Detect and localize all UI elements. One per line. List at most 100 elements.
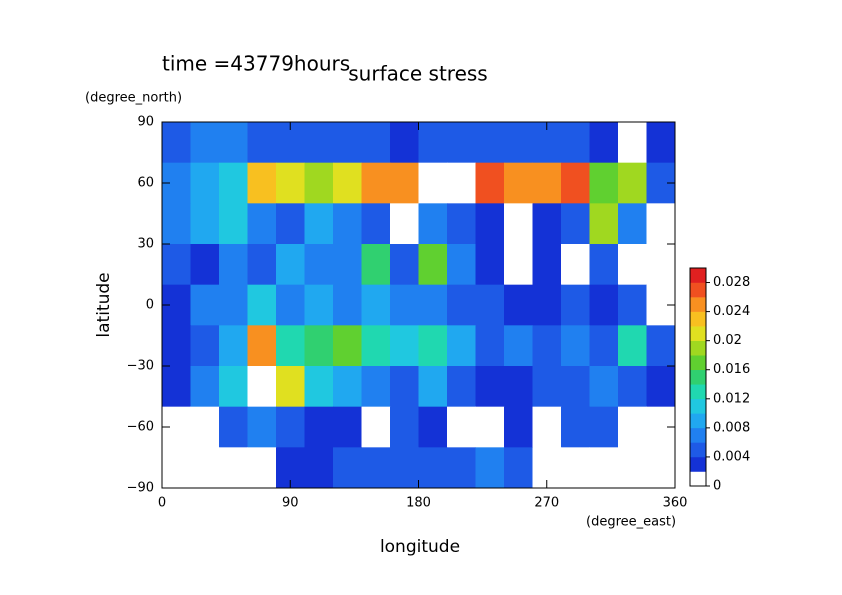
heat-cell — [504, 447, 533, 489]
heat-cell — [504, 162, 533, 204]
heat-cell — [247, 162, 277, 204]
chart-title: surface stress — [348, 62, 487, 86]
heat-cell — [418, 122, 448, 164]
heat-cell — [475, 325, 505, 367]
heat-cell — [447, 122, 476, 164]
heat-cell — [219, 447, 248, 489]
heat-cell — [418, 366, 448, 408]
heat-cell — [390, 162, 419, 204]
heat-cell — [333, 244, 362, 286]
heat-cell — [190, 122, 220, 164]
y-tick-label: −60 — [127, 420, 154, 435]
heat-cell — [247, 406, 277, 448]
heat-cell — [589, 325, 619, 367]
heat-cell — [418, 284, 448, 326]
y-axis-label: latitude — [94, 272, 114, 337]
heat-cell — [447, 284, 476, 326]
colorbar-frame — [689, 267, 707, 487]
heat-cell — [333, 162, 362, 204]
heat-cell — [589, 284, 619, 326]
colorbar-swatch — [690, 471, 706, 487]
heat-cell — [504, 122, 533, 164]
heat-cell — [361, 122, 391, 164]
heat-cell — [532, 406, 562, 448]
heat-cell — [646, 244, 676, 286]
heat-cell — [276, 284, 305, 326]
heat-cell — [646, 325, 676, 367]
y-tick-label: 0 — [146, 298, 154, 313]
y-tick-label: 60 — [137, 176, 154, 191]
heat-cell — [304, 244, 334, 286]
heat-cell — [247, 244, 277, 286]
heat-cell — [504, 325, 533, 367]
heat-cell — [190, 244, 220, 286]
heat-cell — [504, 366, 533, 408]
heat-cell — [646, 122, 676, 164]
heat-cell — [618, 244, 647, 286]
heat-cell — [618, 406, 647, 448]
heat-cell — [333, 284, 362, 326]
heat-cell — [561, 244, 590, 286]
heat-cell — [162, 203, 191, 245]
y-tick-label: −30 — [127, 359, 154, 374]
heat-cell — [190, 406, 220, 448]
colorbar-swatch — [690, 456, 706, 472]
x-tick-label: 270 — [534, 496, 559, 511]
heat-cell — [418, 203, 448, 245]
heat-cell — [276, 325, 305, 367]
colorbar-swatch — [690, 355, 706, 371]
heat-cell — [247, 447, 277, 489]
colorbar-swatch — [690, 369, 706, 385]
heat-cell — [333, 406, 362, 448]
heat-cell — [333, 203, 362, 245]
heat-cell — [475, 447, 505, 489]
heat-cell — [475, 162, 505, 204]
heat-cell — [162, 122, 191, 164]
colorbar-tick-label: 0.012 — [713, 391, 750, 406]
colorbar-swatch — [690, 384, 706, 400]
colorbar-swatch — [690, 326, 706, 341]
x-tick-label: 90 — [282, 496, 299, 511]
heat-cell — [304, 203, 334, 245]
colorbar-swatch — [690, 340, 706, 356]
colorbar-tick-label: 0 — [713, 479, 721, 494]
x-units: (degree_east) — [586, 515, 676, 530]
heat-cell — [646, 366, 676, 408]
heat-cell — [219, 244, 248, 286]
heat-cell — [532, 284, 562, 326]
heat-cell — [276, 366, 305, 408]
heat-cell — [561, 406, 590, 448]
heat-cell — [190, 366, 220, 408]
heat-cell — [475, 366, 505, 408]
heat-cell — [162, 447, 191, 489]
colorbar-swatch — [690, 413, 706, 429]
heat-cell — [390, 244, 419, 286]
x-tick-label: 0 — [158, 496, 166, 511]
heat-cell — [190, 447, 220, 489]
x-tick-label: 360 — [663, 496, 688, 511]
heat-cell — [589, 162, 619, 204]
heat-cell — [304, 284, 334, 326]
heat-cell — [418, 244, 448, 286]
heat-cell — [361, 325, 391, 367]
heat-cell — [447, 203, 476, 245]
heat-cell — [618, 366, 647, 408]
heat-cell — [333, 366, 362, 408]
heat-cell — [475, 284, 505, 326]
heat-cell — [447, 162, 476, 204]
heat-cell — [504, 284, 533, 326]
heat-cell — [219, 203, 248, 245]
heat-cell — [447, 447, 476, 489]
heat-cell — [532, 366, 562, 408]
heat-cell — [247, 284, 277, 326]
heat-cell — [561, 203, 590, 245]
colorbar-tick-label: 0.004 — [713, 449, 750, 464]
heat-cell — [589, 447, 619, 489]
heat-cell — [561, 447, 590, 489]
heat-cell — [190, 162, 220, 204]
heat-cell — [190, 284, 220, 326]
heat-cell — [390, 122, 419, 164]
colorbar-swatch — [690, 311, 706, 327]
heat-cell — [390, 325, 419, 367]
